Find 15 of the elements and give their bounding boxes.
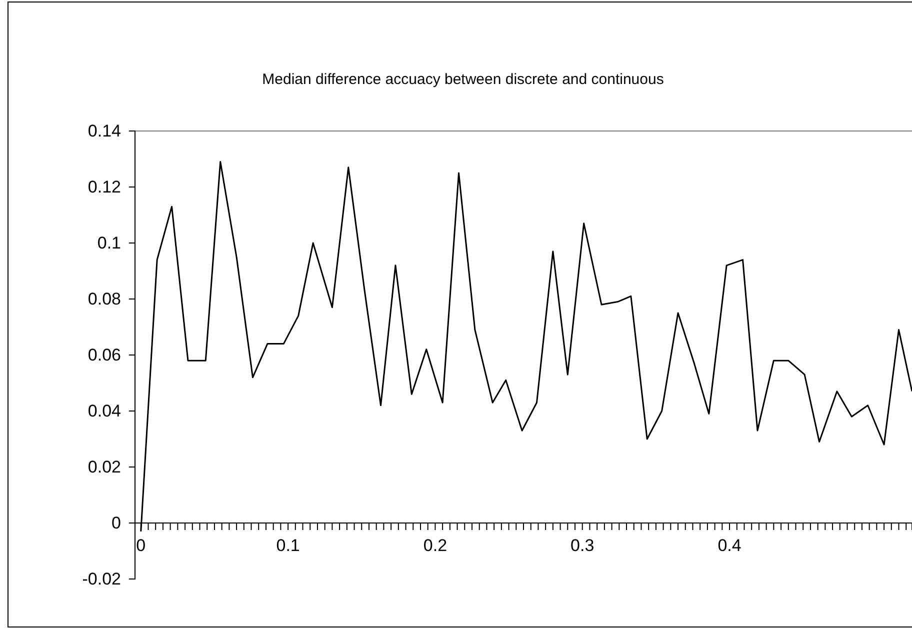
x-tick-label: 0.3 <box>570 536 594 556</box>
y-tick-label: 0.14 <box>88 121 121 140</box>
y-tick-label: 0.06 <box>88 345 121 364</box>
chart-title: Median difference accuacy between discrete and continuous <box>262 71 664 88</box>
x-tick-label: 0.4 <box>718 536 742 556</box>
y-tick-label: 0.02 <box>88 457 121 476</box>
x-tick-label: 0.1 <box>276 536 300 556</box>
x-tick-label: 0 <box>136 536 146 556</box>
y-tick-label: 0.12 <box>88 177 121 196</box>
y-tick-label: 0 <box>112 513 121 532</box>
x-tick-label: 0.2 <box>423 536 448 556</box>
y-tick-label: -0.02 <box>82 569 121 588</box>
y-tick-label: 0.08 <box>88 289 121 308</box>
y-tick-label: 0.04 <box>88 401 121 420</box>
y-tick-label: 0.1 <box>97 233 121 252</box>
